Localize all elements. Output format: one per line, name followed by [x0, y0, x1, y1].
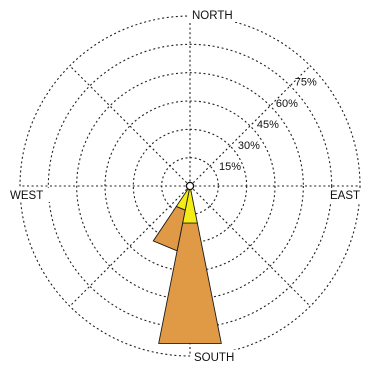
grid-ring-4 [76, 72, 304, 300]
petal-ssw-inner [175, 185, 191, 211]
grid-spoke-135 [189, 185, 311, 307]
radial-tick-label-15: 15% [219, 161, 241, 173]
grid-spoke-225 [69, 185, 191, 307]
radial-tick-label-30: 30% [238, 140, 260, 152]
wind-petals [152, 185, 222, 344]
grid-spoke-45 [189, 65, 311, 187]
grid-spoke-315 [69, 65, 191, 187]
west-label-bg [7, 188, 52, 202]
direction-label-east: EAST [330, 190, 360, 202]
radial-tick-label-75: 75% [295, 77, 317, 89]
radial-tick-labels: 15% 30% 45% 60% 75% [219, 77, 317, 173]
chart-labels: NORTH SOUTH WEST EAST [7, 8, 365, 365]
center-hub [185, 181, 195, 191]
direction-label-north: NORTH [192, 10, 233, 22]
direction-label-south: SOUTH [194, 352, 234, 364]
radial-tick-label-60: 60% [276, 98, 298, 110]
east-label-bg [327, 188, 365, 202]
north-label-bg [189, 8, 241, 22]
direction-label-west: WEST [10, 190, 43, 202]
grid-ring-3 [104, 100, 276, 272]
south-label-bg [191, 350, 241, 365]
radial-tick-label-45: 45% [257, 119, 279, 131]
